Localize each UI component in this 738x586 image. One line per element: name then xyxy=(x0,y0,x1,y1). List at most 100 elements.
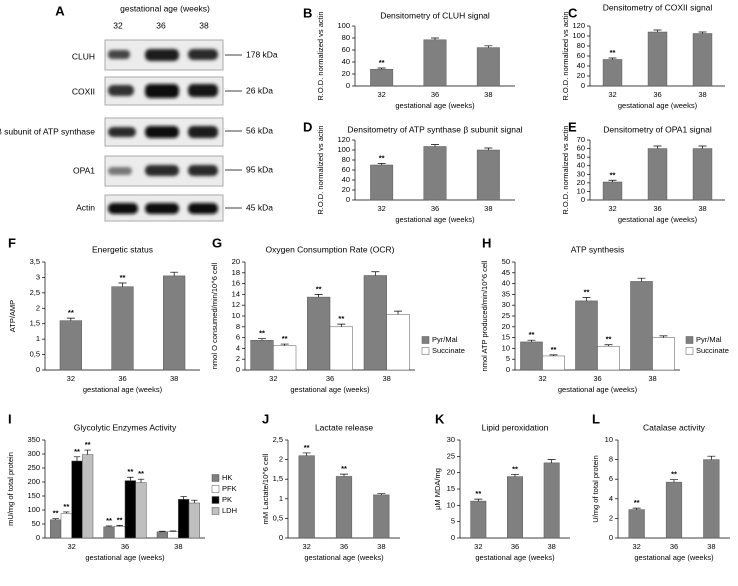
y-tick-label: 1 xyxy=(36,334,40,343)
chart-title: Oxygen Consumption Rate (OCR) xyxy=(266,244,395,254)
bar xyxy=(507,476,523,539)
y-tick-label: 0,5 xyxy=(30,350,40,359)
significance: ** xyxy=(106,516,112,525)
error-bar xyxy=(431,144,439,147)
x-tick-label: 32 xyxy=(377,204,385,213)
x-tick-label: 36 xyxy=(511,542,519,551)
protein-label: COXII xyxy=(72,86,95,96)
x-tick-label: 32 xyxy=(269,374,277,383)
size-label: 26 kDa xyxy=(246,85,273,95)
band xyxy=(188,49,218,60)
y-tick-label: 8 xyxy=(609,455,613,464)
x-axis-label: gestational age (weeks) xyxy=(475,553,555,562)
significance: ** xyxy=(68,308,74,317)
y-tick-label: 1,5 xyxy=(273,474,283,483)
y-tick-label: 40 xyxy=(577,61,585,70)
significance: ** xyxy=(584,288,590,297)
blot-header: gestational age (weeks) xyxy=(120,3,210,13)
x-tick-label: 32 xyxy=(67,542,75,551)
error-bar xyxy=(608,57,617,60)
y-tick-label: 20 xyxy=(577,178,585,187)
y-tick-label: 120 xyxy=(337,135,350,144)
panel-letter: D xyxy=(303,119,312,134)
panel-letter: A xyxy=(55,3,65,18)
y-tick-label: 4 xyxy=(236,343,240,352)
y-tick-label: 6 xyxy=(609,474,613,483)
significance: ** xyxy=(63,502,69,511)
western-blot: A gestational age (weeks) 32 36 38 CLUH … xyxy=(0,3,278,222)
y-tick-label: 80 xyxy=(342,155,350,164)
x-axis-label: gestational age (weeks) xyxy=(83,385,163,394)
chart-title: Energetic status xyxy=(92,244,153,254)
error-bar xyxy=(527,339,536,342)
band xyxy=(188,203,218,214)
bar xyxy=(50,519,62,539)
bar xyxy=(298,455,315,539)
y-tick-label: 6 xyxy=(236,333,240,342)
chart-title: Lactate release xyxy=(315,422,373,432)
legend-label: Pyr/Mal xyxy=(696,335,722,344)
x-tick-label: 38 xyxy=(648,374,656,383)
bar xyxy=(178,499,190,539)
significance: ** xyxy=(610,48,616,57)
bar xyxy=(647,31,668,87)
bar xyxy=(111,286,134,371)
significance: ** xyxy=(341,464,347,473)
y-tick-label: 3,5 xyxy=(30,257,40,266)
x-tick-label: 36 xyxy=(431,90,439,99)
x-axis-label: gestational age (weeks) xyxy=(634,553,714,562)
panel-letter: F xyxy=(8,235,16,250)
x-tick-label: 32 xyxy=(67,374,75,383)
y-tick-label: 0 xyxy=(279,533,283,542)
y-tick-label: 0 xyxy=(346,81,350,90)
error-bar xyxy=(653,29,662,32)
x-tick-label: 36 xyxy=(431,204,439,213)
error-bar xyxy=(582,297,591,301)
error-bar xyxy=(484,45,493,48)
y-tick-label: 70 xyxy=(577,135,585,144)
error-bar xyxy=(170,271,179,276)
error-bar xyxy=(66,317,75,321)
x-tick-label: 32 xyxy=(302,542,310,551)
y-tick-label: 3 xyxy=(36,272,40,281)
legend-label: Succinate xyxy=(696,346,729,355)
error-bar xyxy=(549,354,558,356)
bar xyxy=(307,296,331,371)
y-tick-label: 5 xyxy=(506,354,510,363)
y-tick-label: 60 xyxy=(577,51,585,60)
x-axis-label: gestational age (weeks) xyxy=(618,215,698,224)
error-bar xyxy=(707,455,716,460)
error-bar xyxy=(180,496,187,500)
significance: ** xyxy=(85,440,91,449)
error-bar xyxy=(604,344,613,347)
bar xyxy=(156,531,168,539)
y-tick-label: 60 xyxy=(342,165,350,174)
panel-letter: B xyxy=(303,5,312,20)
error-bar xyxy=(169,530,177,532)
significance: ** xyxy=(379,153,385,162)
legend-swatch xyxy=(685,336,694,344)
y-axis-label: R.O.D. normalized vs actin xyxy=(561,125,570,214)
bar xyxy=(647,148,668,201)
y-tick-label: 10 xyxy=(447,500,455,509)
x-tick-label: 38 xyxy=(484,204,492,213)
error-bar xyxy=(698,31,707,34)
bar xyxy=(476,47,500,87)
significance: ** xyxy=(610,170,616,179)
y-axis-label: nmol ATP produced/min/10^6 cell xyxy=(480,260,489,371)
error-bar xyxy=(547,459,556,463)
y-tick-label: 0 xyxy=(346,195,350,204)
lane-label: 36 xyxy=(156,20,166,30)
y-tick-label: 100 xyxy=(572,31,585,40)
panel-letter: J xyxy=(262,411,269,426)
legend-swatch xyxy=(685,347,694,355)
y-tick-label: 10 xyxy=(577,186,585,195)
y-tick-label: 0 xyxy=(581,81,585,90)
y-tick-label: 50 xyxy=(502,257,510,266)
x-axis-label: gestational age (weeks) xyxy=(290,385,370,394)
bar xyxy=(665,481,683,539)
x-tick-label: 36 xyxy=(653,90,661,99)
legend-label: Pyr/Mal xyxy=(432,335,458,344)
chart: F Energetic status 0 0,5 1 1,5 2 2,5 3 3,5 32 36 38 g… xyxy=(8,235,200,394)
